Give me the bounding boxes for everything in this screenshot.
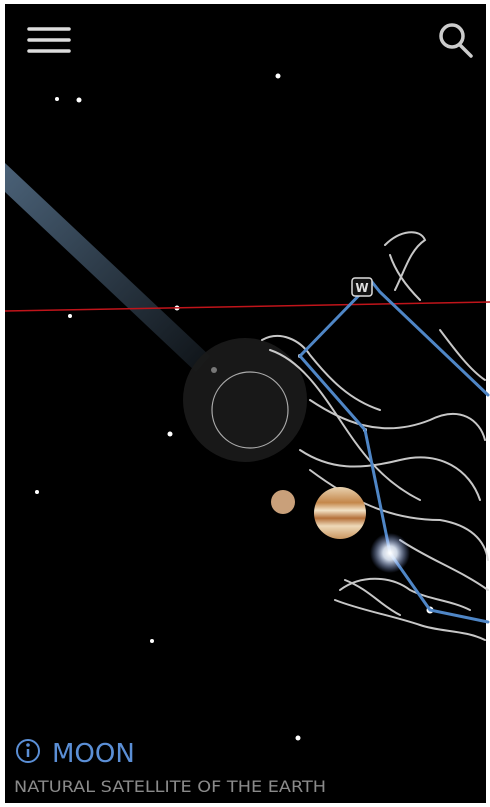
moon-highlight — [211, 367, 217, 373]
star — [35, 490, 39, 494]
star — [167, 431, 173, 437]
star — [68, 314, 72, 318]
marker[interactable]: W — [351, 277, 373, 297]
jupiter[interactable] — [314, 487, 366, 539]
info-icon — [16, 739, 40, 763]
info-icon-dot — [26, 743, 30, 747]
object-subtitle: NATURAL SATELLITE OF THE EARTH — [14, 777, 326, 796]
light-beam — [5, 163, 210, 372]
art-stroke — [399, 539, 489, 591]
planets — [271, 487, 366, 539]
search-lens — [439, 23, 465, 49]
art-stroke — [269, 349, 421, 501]
search-handle — [458, 43, 473, 58]
art-stroke — [384, 231, 427, 291]
marker-box — [351, 277, 373, 297]
star — [275, 73, 281, 79]
object-title: MOON — [52, 739, 135, 769]
constellation-line — [298, 279, 490, 397]
art-stroke — [344, 579, 401, 616]
star — [295, 735, 301, 741]
marker-label: W — [355, 281, 368, 295]
star — [150, 639, 154, 643]
bright-star[interactable] — [370, 533, 410, 573]
horizon-line — [4, 301, 490, 312]
art-stroke — [389, 254, 421, 301]
art-stroke — [261, 335, 381, 411]
menu-button[interactable] — [27, 27, 71, 53]
star — [76, 97, 82, 103]
art-stroke — [334, 599, 486, 641]
art-stroke — [339, 577, 471, 611]
moon[interactable] — [183, 338, 307, 462]
planet[interactable] — [271, 490, 295, 514]
art-stroke — [309, 399, 486, 441]
info-panel[interactable]: MOON NATURAL SATELLITE OF THE EARTH — [14, 739, 326, 796]
selection-ring — [211, 371, 289, 449]
art-stroke — [439, 329, 486, 381]
art-stroke — [299, 449, 481, 501]
star — [55, 97, 59, 101]
search-button[interactable] — [439, 23, 473, 58]
moon-disc — [183, 338, 307, 462]
